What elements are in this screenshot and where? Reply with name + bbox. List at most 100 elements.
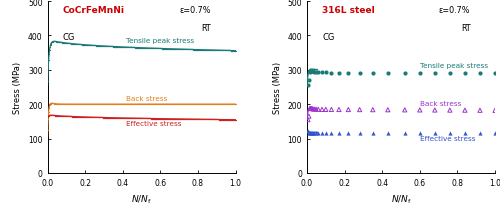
Point — [229, 50, 237, 53]
Point — [194, 103, 202, 106]
Point — [222, 103, 230, 106]
Point — [191, 118, 199, 121]
Point — [304, 118, 312, 122]
Point — [150, 47, 158, 51]
Point — [154, 103, 162, 106]
Point — [150, 103, 158, 106]
Point — [174, 48, 182, 52]
Point — [198, 49, 205, 52]
Point — [197, 49, 205, 52]
Point — [94, 116, 102, 119]
Point — [90, 44, 98, 48]
Point — [168, 103, 175, 106]
Point — [75, 43, 83, 47]
Point — [228, 50, 236, 53]
Point — [120, 46, 128, 49]
Point — [144, 117, 152, 121]
Point — [140, 103, 148, 106]
Point — [217, 49, 225, 53]
Point — [98, 103, 106, 106]
Point — [134, 117, 142, 120]
Point — [100, 103, 108, 106]
Point — [166, 103, 173, 106]
Point — [87, 116, 95, 119]
Point — [134, 103, 142, 106]
Point — [172, 118, 179, 121]
Point — [140, 117, 148, 121]
Point — [154, 103, 162, 106]
Point — [202, 49, 210, 52]
Point — [66, 42, 74, 46]
Point — [344, 72, 352, 75]
Point — [80, 103, 88, 106]
Point — [88, 116, 96, 119]
Point — [184, 103, 192, 106]
Point — [210, 103, 218, 106]
Point — [110, 103, 118, 106]
Point — [52, 114, 60, 118]
Point — [116, 117, 124, 120]
Point — [200, 118, 208, 121]
Point — [207, 118, 215, 122]
Point — [188, 103, 196, 106]
Point — [97, 116, 105, 119]
Point — [128, 103, 136, 106]
Point — [210, 118, 218, 122]
Point — [182, 103, 190, 106]
Point — [192, 49, 200, 52]
Point — [211, 103, 219, 106]
Point — [161, 48, 169, 51]
Point — [162, 103, 170, 106]
Point — [99, 103, 107, 106]
Point — [192, 103, 200, 106]
Point — [107, 116, 115, 120]
Point — [60, 42, 68, 45]
Point — [67, 43, 75, 46]
Point — [228, 50, 235, 53]
Point — [71, 103, 79, 106]
Point — [214, 118, 222, 122]
Point — [74, 103, 82, 106]
Point — [142, 103, 150, 106]
Point — [121, 46, 129, 49]
Point — [129, 47, 137, 50]
Point — [203, 103, 211, 106]
Point — [128, 47, 136, 50]
Point — [132, 103, 140, 106]
Point — [85, 103, 93, 106]
Point — [64, 103, 72, 106]
Point — [78, 103, 86, 106]
Point — [196, 118, 204, 121]
Point — [196, 103, 204, 106]
Point — [180, 118, 188, 121]
Point — [170, 118, 178, 121]
Point — [228, 118, 236, 122]
Point — [80, 103, 88, 106]
Point — [178, 103, 186, 106]
Point — [310, 108, 318, 111]
Point — [46, 49, 54, 52]
Point — [56, 115, 64, 118]
Point — [178, 118, 186, 121]
Point — [58, 103, 66, 106]
Point — [100, 116, 108, 120]
Point — [306, 70, 314, 74]
Point — [212, 118, 220, 122]
Point — [200, 118, 208, 121]
Point — [96, 116, 104, 119]
Point — [96, 103, 104, 106]
Point — [206, 49, 214, 52]
Point — [202, 103, 210, 106]
Point — [190, 49, 198, 52]
Point — [431, 109, 439, 112]
Point — [62, 115, 70, 118]
Point — [62, 115, 70, 118]
Point — [103, 116, 111, 120]
Point — [90, 103, 98, 106]
Point — [89, 116, 97, 119]
Point — [306, 107, 314, 111]
Point — [188, 118, 196, 121]
Point — [133, 103, 141, 106]
Point — [65, 42, 73, 46]
Point — [83, 103, 91, 106]
